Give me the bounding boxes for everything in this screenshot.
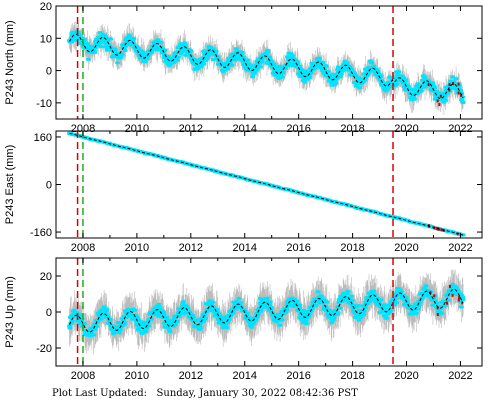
x-tick-label: 2022 [448,123,472,135]
x-tick-label: 2016 [286,370,310,382]
y-tick-label: -20 [36,343,52,355]
outlier-point [446,301,449,305]
x-tick-label: 2016 [286,123,310,135]
panel-3: 2008 2010 2012 2014 2016 2018 2020 2022 -20 0 20 P2… [4,257,483,382]
footer-timestamp: Sunday, January 30, 2022 08:42:36 PST [156,388,358,399]
model-line [69,288,464,333]
outlier-point [427,83,430,87]
y-tick-label: 160 [34,132,52,144]
outlier-point [451,293,454,297]
outlier-point [436,99,439,103]
model-line [69,33,464,100]
x-tick-label: 2022 [448,242,472,254]
x-tick-label: 2020 [394,123,418,135]
y-axis-label: P243 North (mm) [4,20,16,104]
outlier-point [429,291,432,295]
x-tick-label: 2022 [448,370,472,382]
x-tick-label: 2018 [340,370,364,382]
y-tick-label: -160 [30,227,52,239]
x-tick-label: 2010 [125,370,149,382]
x-tick-label: 2018 [340,242,364,254]
x-tick-label: 2008 [71,242,95,254]
outlier-point [433,294,436,298]
x-tick-label: 2014 [232,370,256,382]
data-series [67,131,466,237]
y-tick-label: 20 [40,271,52,283]
outlier-point [448,88,451,92]
x-tick-label: 2012 [179,123,203,135]
x-tick-label: 2014 [232,242,256,254]
panel-frame [55,5,483,120]
outlier-point [440,228,443,232]
x-tick-label: 2020 [394,242,418,254]
outlier-point [457,298,460,302]
outlier-point [448,284,451,288]
x-tick-label: 2012 [179,370,203,382]
plot-footer: Plot Last Updated: Sunday, January 30, 2… [0,388,488,399]
y-tick-label: 20 [40,1,52,13]
y-tick-label: -10 [36,98,52,110]
plot-area [67,258,466,366]
outlier-point [439,94,442,98]
y-axis-label: P243 East (mm) [4,145,16,224]
y-tick-label: 0 [46,66,52,78]
y-tick-label: 0 [46,307,52,319]
x-tick-label: 2014 [232,123,256,135]
outlier-point [458,295,461,299]
x-tick-label: 2020 [394,370,418,382]
x-tick-label: 2018 [340,123,364,135]
x-tick-label: 2016 [286,242,310,254]
y-tick-label: 10 [40,33,52,45]
outlier-point [448,83,451,87]
outlier-point [436,313,439,317]
outlier-point [457,82,460,86]
plot-area [67,131,466,238]
outlier-point [461,301,464,305]
outlier-point [436,306,439,310]
plot-area [67,6,466,119]
x-tick-label: 2010 [125,242,149,254]
x-tick-label: 2012 [179,242,203,254]
y-axis-label: P243 Up (mm) [4,276,16,348]
data-series [67,269,466,355]
x-tick-label: 2008 [71,370,95,382]
outlier-point [438,103,441,107]
outlier-point [452,81,455,85]
data-series [67,21,466,115]
outlier-point [457,91,460,95]
footer-prefix: Plot Last Updated: [52,388,147,399]
y-tick-label: 0 [46,180,52,192]
panel-1: 2008 2010 2012 2014 2016 2018 2020 2022-1001020… [4,1,483,135]
x-tick-label: 2010 [125,123,149,135]
panel-2: 2008 2010 2012 2014 2016 2018 2020 2022 -160 0 160… [4,130,483,254]
model-line [69,132,464,236]
outlier-point [435,226,438,230]
